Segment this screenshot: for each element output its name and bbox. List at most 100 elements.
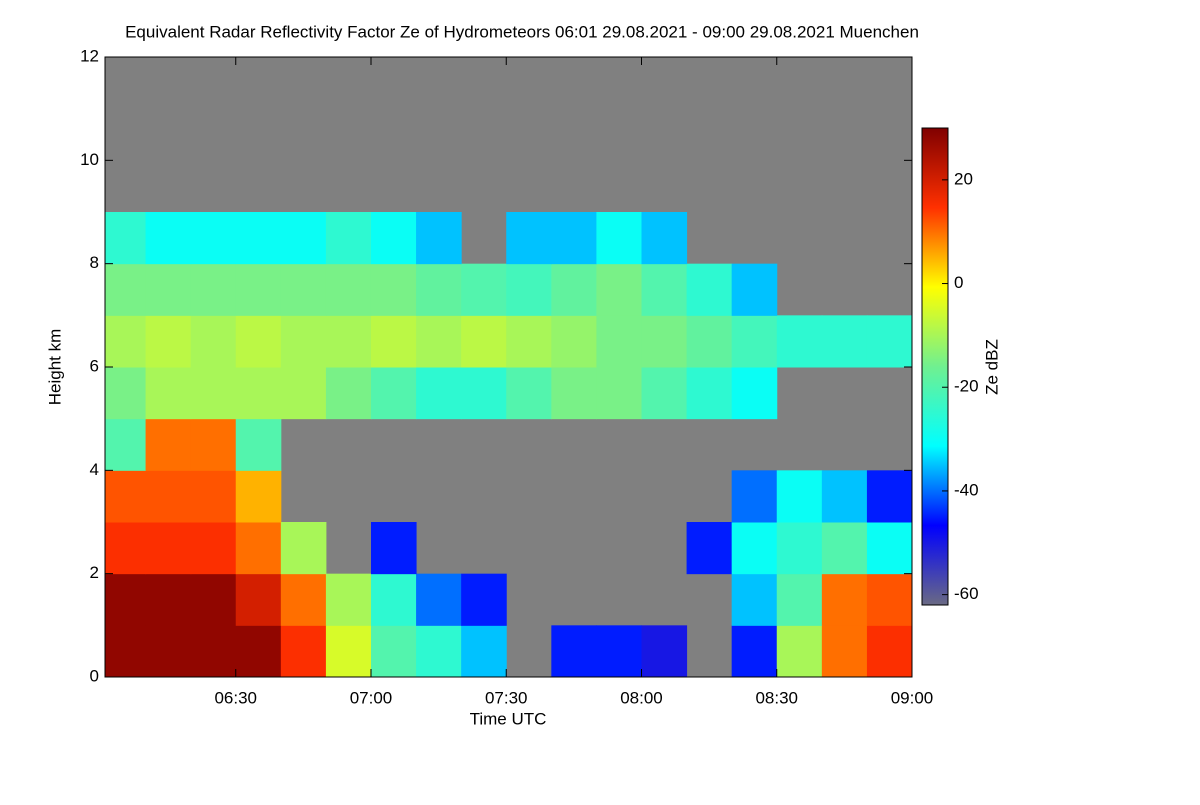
heatmap-cell xyxy=(370,263,417,316)
heatmap-cell xyxy=(866,470,913,523)
heatmap-cell xyxy=(461,367,507,420)
y-tick-label: 10 xyxy=(80,150,99,169)
x-tick-label: 07:30 xyxy=(485,688,528,707)
heatmap-cell xyxy=(145,625,192,678)
heatmap-cell xyxy=(551,367,597,420)
y-tick-label: 6 xyxy=(90,356,99,375)
colorbar-tick-label: -40 xyxy=(954,480,979,499)
heatmap-cell xyxy=(235,212,282,265)
heatmap-cell xyxy=(866,315,913,368)
heatmap-cell xyxy=(325,263,372,316)
x-tick-label: 09:00 xyxy=(891,688,934,707)
heatmap-cell xyxy=(821,625,868,678)
heatmap-cell xyxy=(280,212,327,265)
heatmap-cell xyxy=(105,625,147,678)
heatmap-cell xyxy=(325,367,372,420)
heatmap-cell xyxy=(776,315,823,368)
heatmap-cell xyxy=(866,625,913,678)
heatmap-cell xyxy=(686,522,733,575)
heatmap-cell xyxy=(461,315,507,368)
heatmap-cell xyxy=(190,263,237,316)
heatmap-cell xyxy=(731,573,778,626)
heatmap-cell xyxy=(866,573,913,626)
heatmap-cell xyxy=(686,367,733,420)
y-tick-label: 12 xyxy=(80,46,99,65)
heatmap-cell xyxy=(686,263,733,316)
heatmap-cell xyxy=(821,573,868,626)
heatmap-cell xyxy=(280,573,327,626)
heatmap-cell xyxy=(641,263,688,316)
heatmap-cell xyxy=(551,315,597,368)
heatmap-cell xyxy=(731,470,778,523)
heatmap-cell xyxy=(461,263,507,316)
heatmap-cell xyxy=(280,367,327,420)
colorbar-label: Ze dBZ xyxy=(982,339,1001,395)
heatmap-cell xyxy=(821,315,868,368)
colorbar xyxy=(921,127,949,606)
heatmap-cell xyxy=(190,315,237,368)
heatmap-cell xyxy=(325,573,372,626)
heatmap-cell xyxy=(145,367,192,420)
heatmap-cell xyxy=(370,625,417,678)
heatmap-cell xyxy=(551,625,597,678)
heatmap-cell xyxy=(235,315,282,368)
heatmap-cell xyxy=(105,315,147,368)
heatmap-cell xyxy=(190,573,237,626)
heatmap-cell xyxy=(731,625,778,678)
heatmap-cell xyxy=(145,263,192,316)
heatmap-cell xyxy=(190,212,237,265)
x-tick-label: 08:00 xyxy=(620,688,663,707)
colorbar-tick-label: -60 xyxy=(954,584,979,603)
heatmap-cell xyxy=(416,263,462,316)
heatmap-cell xyxy=(235,470,282,523)
y-tick-label: 4 xyxy=(90,460,99,479)
heatmap-cell xyxy=(325,315,372,368)
heatmap-cell xyxy=(776,573,823,626)
heatmap-cell xyxy=(235,367,282,420)
heatmap-cell xyxy=(145,315,192,368)
x-tick-label: 08:30 xyxy=(755,688,798,707)
heatmap-cell xyxy=(416,573,462,626)
colorbar-tick-label: 20 xyxy=(954,169,973,188)
heatmap-cell xyxy=(370,315,417,368)
heatmap-cell xyxy=(190,470,237,523)
heatmap-cell xyxy=(190,418,237,471)
y-tick-label: 8 xyxy=(90,253,99,272)
heatmap-cell xyxy=(731,522,778,575)
heatmap-cell xyxy=(325,212,372,265)
heatmap-cell xyxy=(506,263,552,316)
heatmap-cell xyxy=(280,263,327,316)
heatmap-cell xyxy=(235,573,282,626)
heatmap-cell xyxy=(105,573,147,626)
x-tick-label: 06:30 xyxy=(214,688,257,707)
heatmap-cell xyxy=(325,625,372,678)
heatmap-cell xyxy=(370,367,417,420)
heatmap-cell xyxy=(506,367,552,420)
heatmap-cell xyxy=(596,625,642,678)
heatmap-cell xyxy=(731,367,778,420)
heatmap-cell xyxy=(280,315,327,368)
heatmap-cell xyxy=(370,212,417,265)
heatmap-cell xyxy=(145,212,192,265)
heatmap-cell xyxy=(235,418,282,471)
heatmap-cell xyxy=(461,573,507,626)
x-axis-label: Time UTC xyxy=(470,709,547,728)
heatmap-cell xyxy=(821,522,868,575)
heatmap-cell xyxy=(370,573,417,626)
heatmap-cell xyxy=(280,625,327,678)
heatmap-cell xyxy=(776,625,823,678)
heatmap-cell xyxy=(551,212,597,265)
heatmap-cell xyxy=(190,625,237,678)
heatmap-cell xyxy=(416,367,462,420)
heatmap-cell xyxy=(145,522,192,575)
heatmap-cell xyxy=(596,367,642,420)
heatmap-cell xyxy=(461,625,507,678)
heatmap-cell xyxy=(776,470,823,523)
heatmap-cell xyxy=(506,315,552,368)
heatmap-cell xyxy=(641,625,688,678)
heatmap-cell xyxy=(105,522,147,575)
heatmap-cell xyxy=(105,470,147,523)
colorbar-tick-label: 0 xyxy=(954,273,963,292)
heatmap-cell xyxy=(551,263,597,316)
